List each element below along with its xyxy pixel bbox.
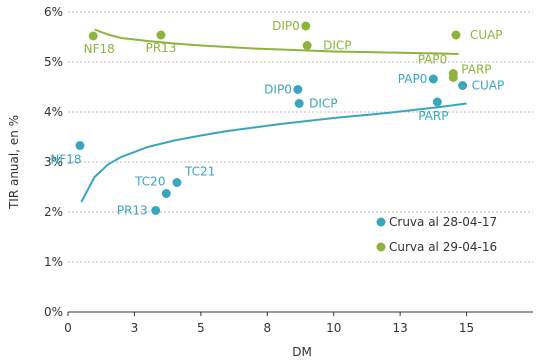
x-tick-label: 0: [64, 321, 72, 335]
point-label: TC21: [184, 165, 215, 179]
data-point: [458, 81, 468, 90]
y-tick-label: 6%: [44, 5, 63, 19]
data-point: [172, 178, 182, 187]
data-point: [156, 30, 166, 40]
fitted-curves: [80, 28, 467, 203]
x-tick-label: 15: [459, 321, 474, 335]
point-label: PR13: [146, 41, 177, 55]
point-labels: NF18 PR13 TC20 TC21 DIP0 DICP PAP0 PARP CUAP NF18…: [50, 19, 504, 218]
data-point: [428, 74, 438, 84]
data-point: [293, 85, 303, 94]
x-axis-title: DM: [292, 345, 312, 359]
x-tick-label: 3: [131, 321, 139, 335]
point-label: DIP0: [264, 83, 292, 97]
x-tick-label: 8: [263, 321, 271, 335]
data-point: [88, 31, 98, 41]
x-tick-label: 10: [326, 321, 341, 335]
data-point: [451, 30, 461, 40]
point-label: PAP0: [398, 72, 428, 86]
data-point: [151, 206, 161, 215]
data-points: [75, 21, 468, 215]
point-label: NF18: [50, 153, 81, 167]
legend-label: Cruva al 28-04-17: [389, 215, 497, 229]
axes: 0% 1% 2% 3% 4% 5% 6% 0 3 5 8 10 13 15: [44, 5, 533, 335]
data-point: [432, 97, 442, 107]
y-tick-label: 0%: [44, 305, 63, 319]
data-point: [294, 99, 304, 108]
point-label: CUAP: [470, 28, 503, 42]
point-label: PAP0: [418, 53, 448, 67]
point-label: PARP: [461, 63, 491, 77]
y-tick-label: 1%: [44, 255, 63, 269]
legend: Cruva al 28-04-17 Curva al 29-04-16: [376, 215, 497, 254]
trend-curve-0: [80, 102, 467, 203]
y-tick-label: 5%: [44, 55, 63, 69]
x-tick-label: 5: [197, 321, 205, 335]
point-label: TC20: [134, 175, 165, 189]
point-label: NF18: [84, 42, 115, 56]
y-tick-label: 4%: [44, 105, 63, 119]
y-tick-label: 3%: [44, 155, 63, 169]
point-label: PR13: [117, 204, 148, 218]
legend-marker: [376, 242, 386, 252]
y-tick-label: 2%: [44, 205, 63, 219]
legend-label: Curva al 29-04-16: [389, 240, 497, 254]
data-point: [75, 141, 85, 150]
x-tick-label: 13: [393, 321, 408, 335]
point-label: DICP: [323, 39, 351, 53]
grid-lines: [68, 11, 533, 263]
y-axis-title: TIR anual, en %: [7, 115, 21, 210]
point-label: PARP: [418, 109, 448, 123]
trend-curve-1: [94, 28, 459, 55]
point-label: CUAP: [472, 79, 505, 93]
legend-marker: [376, 217, 386, 227]
data-point: [302, 41, 312, 50]
data-point: [301, 21, 311, 31]
data-point: [448, 73, 458, 82]
data-point: [161, 189, 171, 198]
point-label: DICP: [309, 97, 337, 111]
point-label: DIP0: [272, 19, 300, 33]
